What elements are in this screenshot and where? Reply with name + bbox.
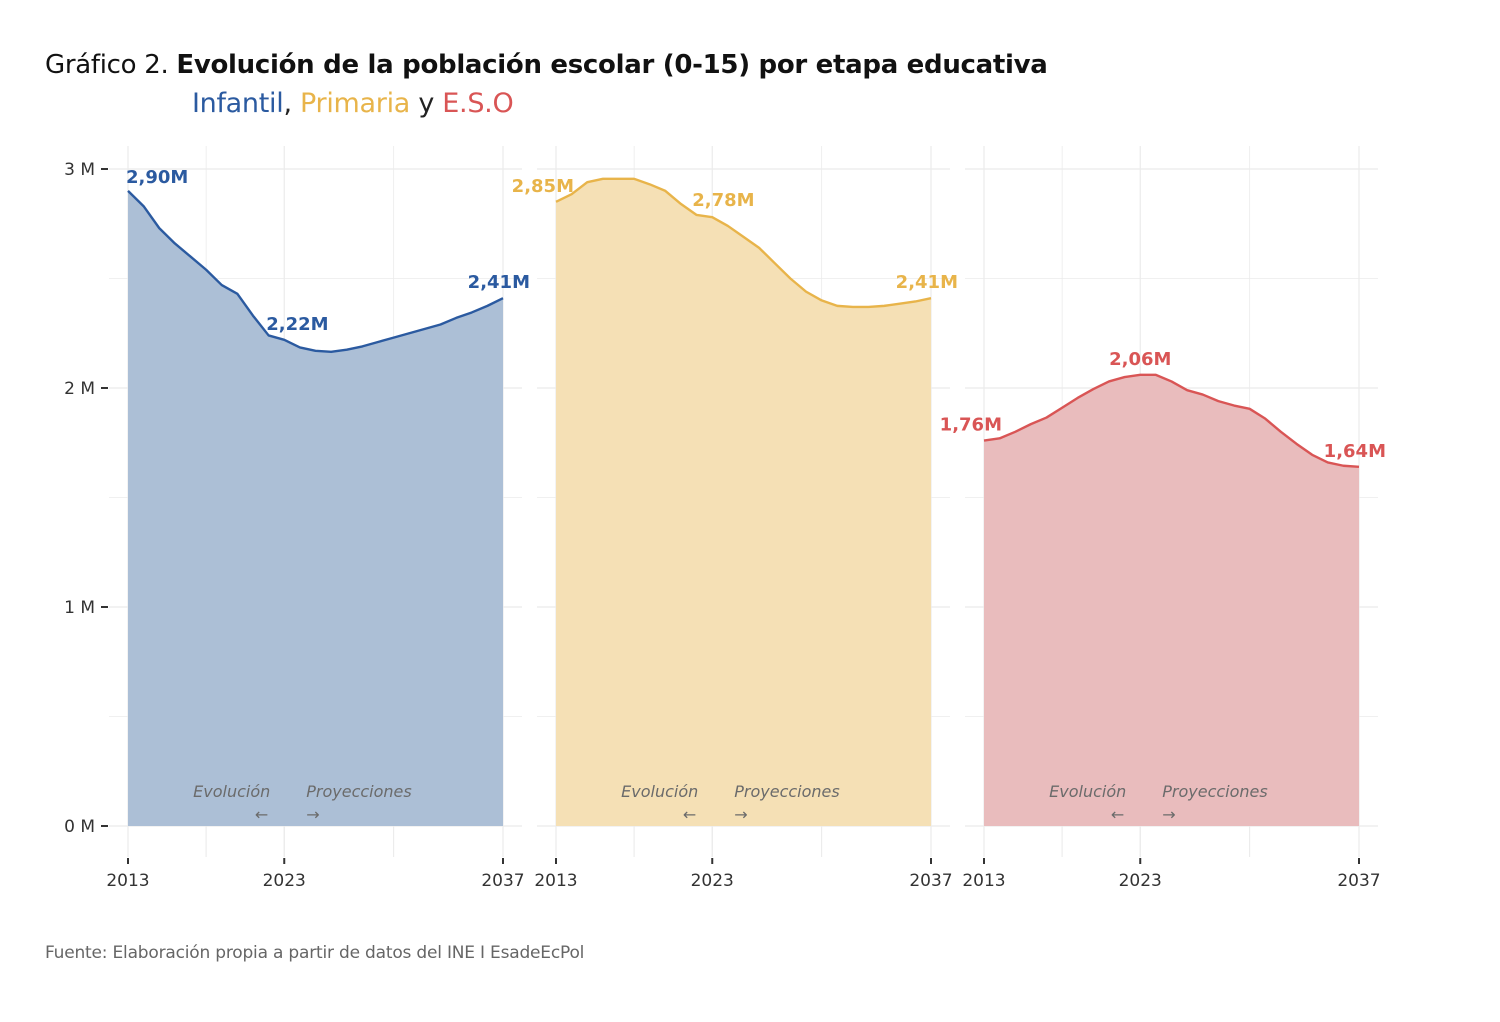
x-tick-label: 2013 xyxy=(106,871,149,891)
area-eso xyxy=(984,374,1359,826)
data-label: 2,85M xyxy=(512,176,574,197)
subtitle-primaria: Primaria xyxy=(300,88,411,119)
chart-subtitle: Infantil, Primaria y E.S.O xyxy=(192,88,514,119)
x-tick-label: 2023 xyxy=(263,871,306,891)
y-tick-label: 2 M xyxy=(64,379,95,399)
arrow-right-icon: → xyxy=(306,805,319,824)
source-note: Fuente: Elaboración propia a partir de d… xyxy=(45,943,585,963)
arrow-left-icon: ← xyxy=(255,805,268,824)
annotation-proyecciones: Proyecciones xyxy=(734,782,839,801)
arrow-left-icon: ← xyxy=(1111,805,1124,824)
arrow-right-icon: → xyxy=(734,805,747,824)
x-tick-label: 2013 xyxy=(534,871,577,891)
data-label: 1,76M xyxy=(940,415,1002,436)
subtitle-sep-2: y xyxy=(410,88,443,119)
chart-title: Gráfico 2. Evolución de la población esc… xyxy=(45,50,1048,80)
x-tick-label: 2023 xyxy=(691,871,734,891)
arrow-right-icon: → xyxy=(1162,805,1175,824)
data-label: 2,06M xyxy=(1109,349,1171,370)
x-tick-label: 2037 xyxy=(1337,871,1380,891)
area-infantil xyxy=(128,190,503,826)
area-primaria xyxy=(556,178,931,827)
annotation-evolucion: Evolución xyxy=(193,782,270,801)
annotation-evolucion: Evolución xyxy=(1049,782,1126,801)
data-label: 2,41M xyxy=(468,272,530,293)
x-tick-label: 2013 xyxy=(962,871,1005,891)
chart-title-prefix: Gráfico 2. xyxy=(45,50,177,80)
chart-title-main: Evolución de la población escolar (0-15)… xyxy=(176,50,1048,80)
annotation-evolucion: Evolución xyxy=(621,782,698,801)
subtitle-sep-1: , xyxy=(283,88,301,119)
subtitle-infantil: Infantil xyxy=(192,88,284,119)
y-tick-label: 3 M xyxy=(64,160,95,180)
annotation-proyecciones: Proyecciones xyxy=(1162,782,1267,801)
arrow-left-icon: ← xyxy=(683,805,696,824)
data-label: 2,78M xyxy=(692,190,754,211)
annotation-proyecciones: Proyecciones xyxy=(306,782,411,801)
x-tick-label: 2037 xyxy=(481,871,524,891)
y-tick-label: 1 M xyxy=(64,598,95,618)
data-label: 2,41M xyxy=(896,272,958,293)
data-label: 1,64M xyxy=(1324,441,1386,462)
y-tick-label: 0 M xyxy=(64,817,95,837)
x-tick-label: 2023 xyxy=(1119,871,1162,891)
data-label: 2,90M xyxy=(126,167,188,188)
subtitle-eso: E.S.O xyxy=(442,88,514,119)
x-tick-label: 2037 xyxy=(909,871,952,891)
data-label: 2,22M xyxy=(266,314,328,335)
